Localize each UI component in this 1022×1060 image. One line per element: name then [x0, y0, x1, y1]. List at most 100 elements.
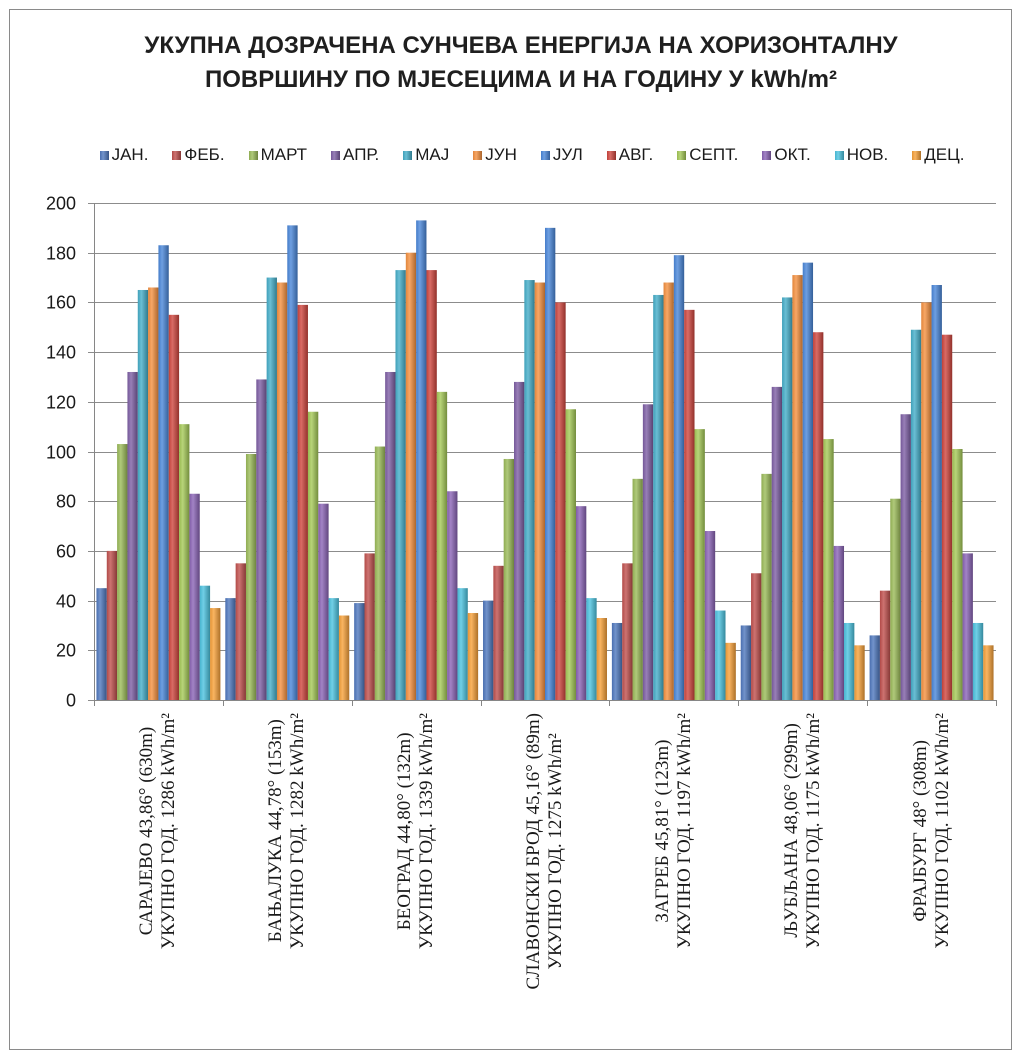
x-axis-label: ЉУБЉАНА 48,06° (299m) УКУПНО ГОД. 1175 kW… [781, 713, 825, 949]
x-axis-label-annual-total: УКУПНО ГОД. 1275 kWh/m² [545, 733, 566, 970]
legend-item: ЈУЛ [540, 145, 583, 165]
legend-label: АПР. [343, 145, 380, 164]
legend-swatch [331, 150, 341, 160]
bar-series-5-category-3 [395, 270, 406, 700]
legend-swatch [912, 150, 922, 160]
bar-series-6-category-1 [148, 287, 159, 700]
legend-label: ДЕЦ. [924, 145, 965, 164]
bar-series-7-category-6 [802, 262, 814, 700]
x-axis-label: БАЊАЛУКА 44,78° (153m) УКУПНО ГОД. 1282 k… [265, 713, 309, 949]
legend-swatch [540, 150, 550, 160]
chart-legend: ЈАН. ФЕБ. МАРТ АПР. МАЈ ЈУН ЈУЛ АВГ. СЕПТ. ОКТ. НО… [62, 143, 1002, 167]
x-axis-label-annual-total: УКУПНО ГОД. 1339 kWh/m² [416, 713, 438, 950]
bar-series-5-category-5 [653, 294, 664, 700]
bar-series-10-category-7 [962, 553, 973, 700]
bar-series-2-category-1 [106, 550, 118, 700]
x-axis-label: ФРАЈБУРГ 48° (308m) УКУПНО ГОД. 1102 kWh/… [910, 713, 954, 949]
bar-series-8-category-3 [426, 270, 437, 700]
bar-series-3-category-7 [890, 498, 901, 700]
bar-series-5-category-7 [910, 329, 922, 700]
bar-series-3-category-4 [503, 458, 515, 700]
bar-series-7-category-5 [673, 255, 685, 700]
legend-swatch [473, 150, 483, 160]
legend-label: ОКТ. [774, 145, 811, 164]
y-tick-label: 200 [46, 194, 76, 214]
legend-label: ЈУН [485, 145, 517, 164]
bar-series-12-category-4 [596, 618, 607, 700]
bar-series-3-category-3 [374, 446, 386, 700]
y-tick-label: 40 [56, 592, 76, 612]
bar-series-9-category-1 [179, 424, 190, 700]
bar-series-10-category-6 [833, 545, 845, 700]
bar-series-9-category-7 [952, 449, 963, 700]
legend-label: ФЕБ. [184, 145, 225, 164]
chart-frame [9, 9, 1012, 1050]
bar-series-6-category-6 [792, 275, 803, 700]
chart-title: УКУПНА ДОЗРАЧЕНА СУНЧЕВА ЕНЕРГИЈА НА ХОР… [144, 32, 898, 93]
bar-series-11-category-4 [586, 598, 597, 700]
x-axis-label-location: ЗАГРЕБ 45,81° (123m) [651, 739, 673, 923]
bar-series-3-category-1 [117, 444, 128, 700]
bar-series-4-category-1 [127, 371, 138, 700]
bar-series-12-category-3 [467, 613, 479, 700]
x-axis-label-annual-total: УКУПНО ГОД. 1175 kWh/m² [802, 713, 824, 949]
legend-item: МАРТ [248, 145, 307, 165]
x-axis-label: БЕОГРАД 44,80° (132m) УКУПНО ГОД. 1339 kW… [394, 713, 438, 949]
bar-series-2-category-3 [364, 553, 375, 700]
bar-series-8-category-2 [297, 304, 308, 700]
bar-series-8-category-5 [684, 309, 695, 700]
bar-series-7-category-7 [931, 285, 942, 700]
x-axis-label-location: ЉУБЉАНА 48,06° (299m) [780, 723, 802, 939]
legend-label: ЈАН. [111, 145, 149, 164]
bar-series-10-category-1 [189, 493, 200, 700]
bar-series-5-category-6 [782, 297, 793, 700]
legend-swatch [606, 150, 616, 160]
x-axis-label-location: БЕОГРАД 44,80° (132m) [394, 732, 416, 931]
bar-series-11-category-6 [844, 622, 855, 700]
bar-series-11-category-3 [457, 588, 468, 700]
legend-label: АВГ. [618, 145, 654, 164]
legend-swatch [834, 150, 844, 160]
y-tick-label: 60 [56, 542, 76, 562]
legend-item: АВГ. [606, 145, 654, 165]
bar-series-1-category-1 [96, 588, 107, 700]
y-tick-label: 80 [56, 492, 76, 512]
bar-series-7-category-3 [416, 220, 427, 700]
x-axis-label: СЛАВОНСКИ БРОД 45,16° (89m) УКУПНО ГОД. 1… [523, 713, 567, 989]
legend-item: ЈАН. [99, 145, 149, 165]
bar-series-11-category-5 [715, 610, 726, 700]
bar-series-4-category-2 [256, 379, 267, 700]
bar-series-11-category-1 [199, 585, 211, 700]
bar-series-2-category-7 [879, 590, 891, 700]
legend-item: ЈУН [473, 145, 517, 165]
bar-series-7-category-2 [287, 225, 298, 700]
bar-series-7-category-1 [158, 245, 169, 700]
bar-series-4-category-5 [642, 404, 654, 700]
bar-series-6-category-2 [276, 282, 288, 700]
x-axis-label-location: СЛАВОНСКИ БРОД 45,16° (89m) [523, 713, 544, 990]
bar-series-10-category-5 [704, 531, 716, 700]
bar-series-12-category-2 [338, 615, 350, 700]
y-tick-label: 160 [46, 293, 76, 313]
legend-item: МАЈ [403, 145, 449, 165]
bar-series-1-category-7 [869, 635, 880, 700]
legend-swatch [172, 150, 182, 160]
x-axis-label-annual-total: УКУПНО ГОД. 1286 kWh/m² [158, 713, 180, 950]
bar-series-1-category-4 [483, 600, 494, 700]
y-tick-label: 180 [46, 244, 76, 264]
bar-series-9-category-5 [694, 429, 705, 700]
legend-item: ДЕЦ. [912, 145, 964, 165]
bar-series-1-category-6 [740, 625, 752, 700]
y-tick-label: 100 [46, 443, 76, 463]
bar-series-11-category-2 [328, 598, 339, 700]
bar-series-1-category-5 [611, 622, 623, 700]
x-axis-label-annual-total: УКУПНО ГОД. 1197 kWh/m² [673, 713, 695, 949]
bar-series-5-category-2 [266, 277, 277, 700]
bar-series-1-category-3 [354, 603, 365, 700]
x-axis-label: САРАЈЕВО 43,86° (630m) УКУПНО ГОД. 1286 k… [136, 713, 180, 949]
y-tick-label: 140 [46, 343, 76, 363]
legend-label: НОВ. [846, 145, 889, 164]
legend-item: АПР. [331, 145, 379, 165]
legend-swatch [248, 150, 258, 160]
